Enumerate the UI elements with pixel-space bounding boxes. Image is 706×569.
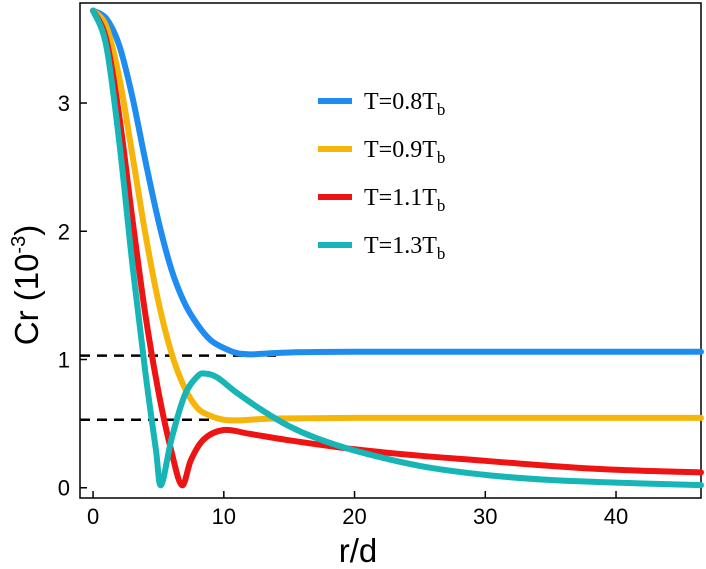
y-axis-title: Cr (10-3) [8,225,45,345]
x-tick-label: 20 [342,504,366,529]
x-axis-ticks: 0 10 20 30 40 [87,491,628,529]
y-axis-title-close: ) [8,225,45,236]
y-tick-label: 1 [58,348,70,373]
plot-frame [79,2,702,499]
legend-label-1: T=0.8Tb [364,89,445,119]
y-tick-label: 3 [58,91,70,116]
reference-lines [80,354,303,422]
x-tick-label: 0 [87,504,99,529]
legend-label-2: T=0.9Tb [364,137,445,167]
x-tick-label: 30 [473,504,497,529]
x-tick-label: 40 [604,504,628,529]
x-axis-title: r/d [339,532,378,569]
series-line-2 [90,7,704,424]
series-lines [90,7,704,489]
legend-label-3: T=1.1Tb [364,185,445,215]
y-axis-title-base: Cr (10 [8,254,45,346]
legend-label-4: T=1.3Tb [364,233,445,263]
y-tick-label: 0 [58,476,70,501]
series-line-1 [90,7,704,358]
series-line-4 [90,7,704,489]
series-line-3 [90,7,704,489]
x-tick-label: 10 [212,504,236,529]
y-axis-ticks: 0 1 2 3 [58,91,87,501]
y-tick-label: 2 [58,219,70,244]
legend: T=0.8Tb T=0.9Tb T=1.1Tb T=1.3Tb [318,89,445,263]
y-axis-title-exponent: -3 [8,236,30,254]
